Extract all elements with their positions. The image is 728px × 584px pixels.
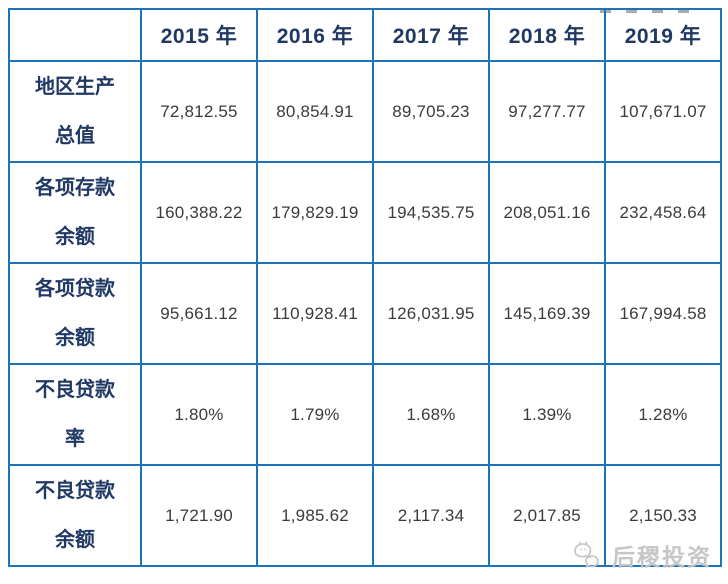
table-cell: 107,671.07 (604, 60, 722, 163)
row-label-line: 总值 (55, 124, 95, 147)
table-cell: 80,854.91 (256, 60, 374, 163)
year-header-2015: 2015 年 (140, 8, 258, 62)
table-cell: 160,388.22 (140, 161, 258, 264)
table-cell: 1,985.62 (256, 464, 374, 567)
table-row: 不良贷款 率 1.80% 1.79% 1.68% 1.39% 1.28% (8, 363, 722, 466)
row-label-line: 率 (65, 427, 85, 450)
table-row: 各项贷款 余额 95,661.12 110,928.41 126,031.95 … (8, 262, 722, 365)
row-label-npl-balance: 不良贷款 余额 (8, 464, 142, 567)
row-label-npl-ratio: 不良贷款 率 (8, 363, 142, 466)
financial-table: 2015 年 2016 年 2017 年 2018 年 2019 年 地区生产 … (8, 8, 722, 567)
table-cell: 194,535.75 (372, 161, 490, 264)
table-cell: 126,031.95 (372, 262, 490, 365)
row-label-loans: 各项贷款 余额 (8, 262, 142, 365)
cropped-text-fragment (600, 0, 704, 13)
table-cell: 1.28% (604, 363, 722, 466)
table-cell: 72,812.55 (140, 60, 258, 163)
row-label-gdp: 地区生产 总值 (8, 60, 142, 163)
year-header-2016: 2016 年 (256, 8, 374, 62)
table-cell: 232,458.64 (604, 161, 722, 264)
table-cell: 1,721.90 (140, 464, 258, 567)
table-cell: 2,150.33 (604, 464, 722, 567)
row-label-line: 余额 (55, 225, 95, 248)
table-cell: 2,017.85 (488, 464, 606, 567)
year-header-2019: 2019 年 (604, 8, 722, 62)
year-header-2018: 2018 年 (488, 8, 606, 62)
year-header-2017: 2017 年 (372, 8, 490, 62)
row-label-deposits: 各项存款 余额 (8, 161, 142, 264)
table-cell: 1.68% (372, 363, 490, 466)
row-label-line: 余额 (55, 528, 95, 551)
table-cell: 95,661.12 (140, 262, 258, 365)
table-cell: 110,928.41 (256, 262, 374, 365)
table-cell: 167,994.58 (604, 262, 722, 365)
corner-cell (8, 8, 142, 62)
table-cell: 97,277.77 (488, 60, 606, 163)
table-row: 地区生产 总值 72,812.55 80,854.91 89,705.23 97… (8, 60, 722, 163)
table-row: 各项存款 余额 160,388.22 179,829.19 194,535.75… (8, 161, 722, 264)
table-cell: 1.80% (140, 363, 258, 466)
table-cell: 208,051.16 (488, 161, 606, 264)
table-row: 不良贷款 余额 1,721.90 1,985.62 2,117.34 2,017… (8, 464, 722, 567)
table-cell: 179,829.19 (256, 161, 374, 264)
row-label-line: 地区生产 (35, 75, 115, 98)
row-label-line: 不良贷款 (35, 479, 115, 502)
table-cell: 1.39% (488, 363, 606, 466)
row-label-line: 各项存款 (35, 176, 115, 199)
table-cell: 145,169.39 (488, 262, 606, 365)
table-cell: 2,117.34 (372, 464, 490, 567)
header-row: 2015 年 2016 年 2017 年 2018 年 2019 年 (8, 8, 722, 62)
row-label-line: 不良贷款 (35, 378, 115, 401)
table-cell: 89,705.23 (372, 60, 490, 163)
row-label-line: 各项贷款 (35, 277, 115, 300)
table-cell: 1.79% (256, 363, 374, 466)
row-label-line: 余额 (55, 326, 95, 349)
